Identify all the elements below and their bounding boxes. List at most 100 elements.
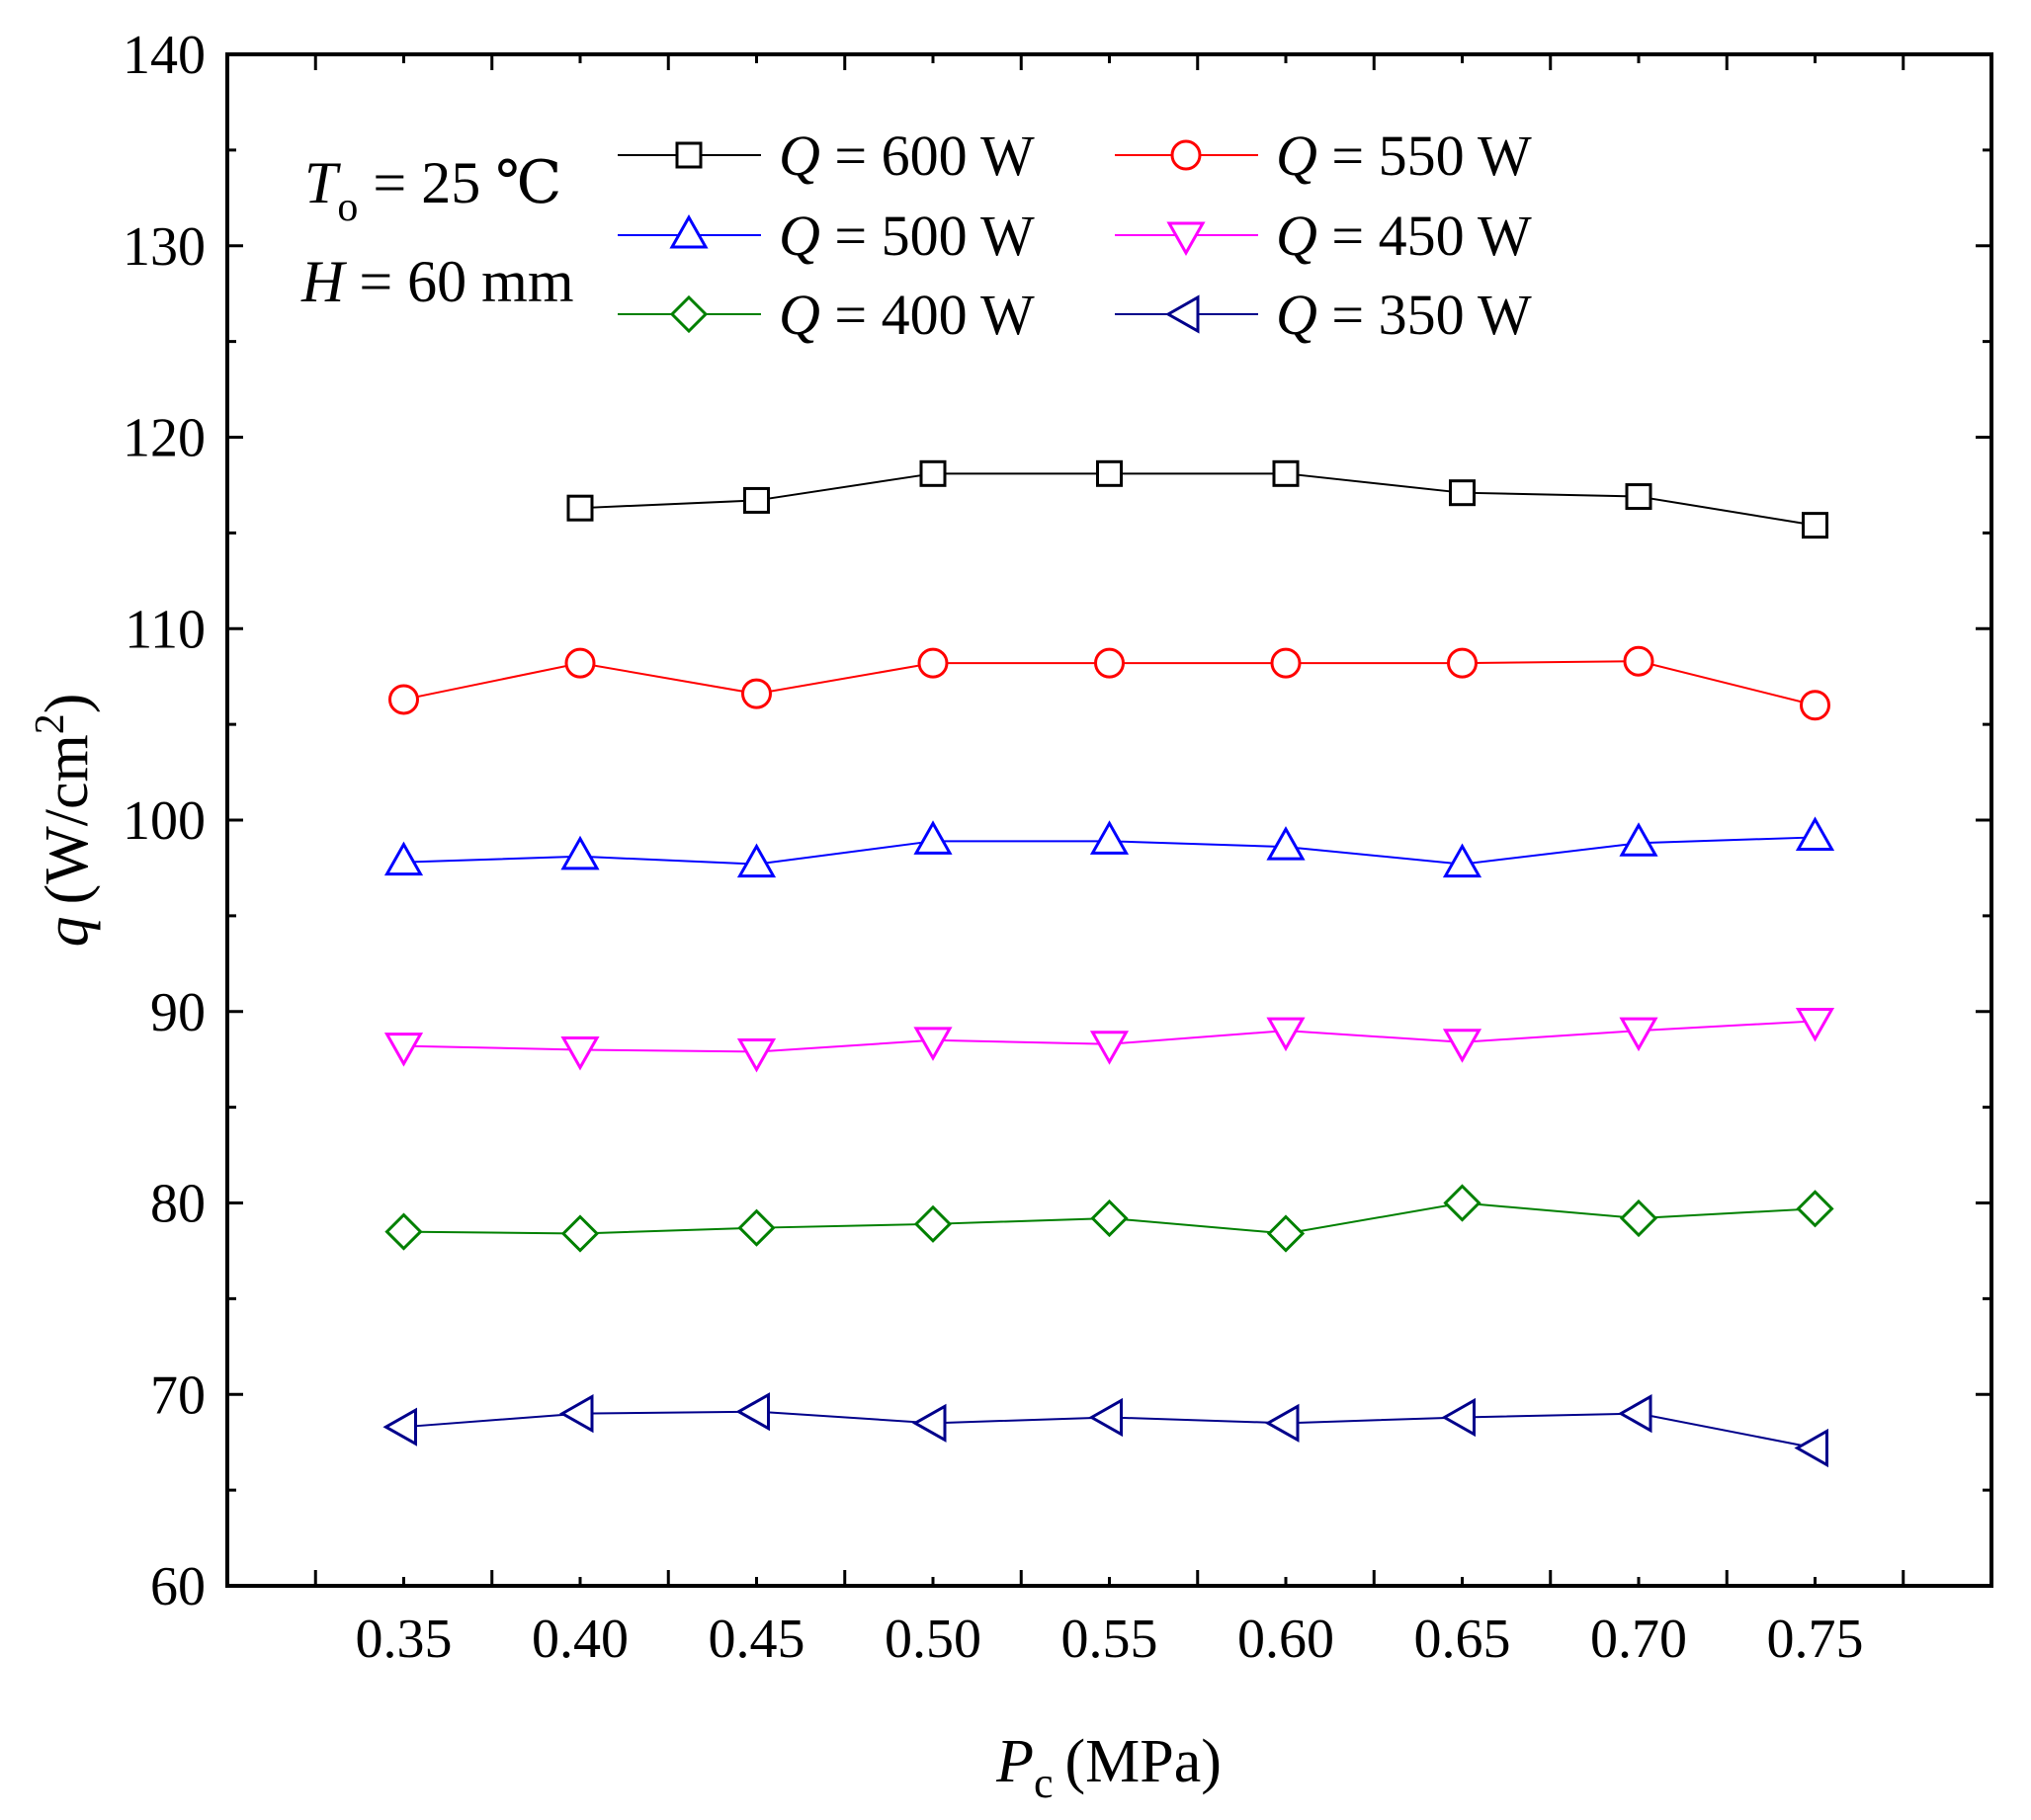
legend-item-4: Q = 400 W bbox=[618, 283, 1035, 347]
data-point bbox=[1272, 459, 1300, 487]
x-tick-label: 0.40 bbox=[532, 1609, 629, 1670]
data-point bbox=[913, 820, 953, 855]
legend-label: Q = 400 W bbox=[779, 283, 1035, 347]
data-point bbox=[1096, 459, 1123, 487]
data-point bbox=[741, 678, 772, 709]
y-tick-label: 100 bbox=[123, 790, 206, 852]
y-tick-label: 90 bbox=[150, 982, 206, 1043]
series-2 bbox=[383, 816, 1835, 878]
data-point bbox=[382, 1407, 417, 1447]
data-point bbox=[1266, 1214, 1306, 1253]
data-point bbox=[1795, 1007, 1835, 1042]
series-1 bbox=[388, 645, 1830, 721]
legend-marker bbox=[1164, 294, 1200, 334]
series-0 bbox=[566, 459, 1828, 539]
data-point bbox=[1441, 1397, 1476, 1438]
legend: Q = 600 W Q = 550 W Q = 500 W Q = 450 W Q = … bbox=[618, 124, 1532, 347]
x-tick-label: 0.60 bbox=[1237, 1609, 1334, 1670]
data-point bbox=[913, 1027, 953, 1061]
legend-marker bbox=[675, 141, 703, 169]
annotation-temperature: To = 25 ℃ bbox=[304, 150, 561, 230]
legend-label: Q = 600 W bbox=[779, 124, 1035, 188]
series-3 bbox=[383, 1007, 1835, 1073]
x-tick-label: 0.50 bbox=[885, 1609, 981, 1670]
legend-marker bbox=[1166, 221, 1206, 257]
legend-item-5: Q = 350 W bbox=[1115, 283, 1532, 347]
series-line bbox=[579, 472, 1816, 527]
y-tick-label: 60 bbox=[150, 1556, 206, 1617]
legend-marker bbox=[1170, 139, 1202, 171]
data-point bbox=[736, 843, 777, 878]
legend-marker bbox=[669, 213, 709, 249]
data-point bbox=[1090, 1199, 1129, 1238]
x-tick-label: 0.75 bbox=[1767, 1609, 1864, 1670]
y-tick-label: 130 bbox=[123, 216, 206, 278]
data-point bbox=[743, 486, 770, 514]
data-point bbox=[913, 1204, 953, 1243]
y-tick-label: 70 bbox=[150, 1365, 206, 1426]
legend-label: Q = 450 W bbox=[1276, 204, 1532, 268]
data-point bbox=[1796, 1190, 1834, 1228]
annotation-block: To = 25 ℃ H = 60 mm bbox=[300, 150, 574, 314]
data-point bbox=[1094, 647, 1125, 679]
data-point bbox=[737, 1208, 776, 1247]
data-point bbox=[1442, 1029, 1482, 1063]
data-point bbox=[1794, 1428, 1828, 1468]
x-tick-label: 0.55 bbox=[1061, 1609, 1158, 1670]
data-point bbox=[1623, 645, 1654, 677]
data-point bbox=[1443, 1184, 1481, 1222]
data-point bbox=[1619, 1017, 1658, 1052]
data-point bbox=[1266, 1017, 1306, 1052]
data-point bbox=[911, 1403, 947, 1443]
legend-item-0: Q = 600 W bbox=[618, 124, 1035, 188]
data-point bbox=[735, 1392, 770, 1432]
data-point bbox=[1802, 512, 1828, 539]
data-point bbox=[1089, 1031, 1130, 1065]
data-point bbox=[919, 459, 947, 487]
legend-item-3: Q = 450 W bbox=[1115, 204, 1532, 268]
x-axis-title: Pc (MPa) bbox=[995, 1728, 1222, 1807]
legend-label: Q = 350 W bbox=[1276, 283, 1532, 347]
legend-item-2: Q = 500 W bbox=[618, 204, 1035, 268]
data-point bbox=[1442, 843, 1482, 878]
data-point bbox=[1270, 647, 1302, 679]
data-point bbox=[388, 684, 419, 715]
data-point bbox=[1266, 826, 1306, 861]
x-tick-label: 0.45 bbox=[709, 1609, 805, 1670]
legend-marker bbox=[669, 294, 709, 334]
series-layer bbox=[382, 459, 1835, 1468]
y-tick-label: 140 bbox=[123, 25, 206, 86]
y-tick-label: 80 bbox=[150, 1174, 206, 1235]
series-4 bbox=[384, 1184, 1834, 1253]
legend-label: Q = 550 W bbox=[1276, 124, 1532, 188]
data-point bbox=[1795, 816, 1835, 851]
series-5 bbox=[382, 1392, 1828, 1468]
y-tick-label: 110 bbox=[125, 599, 206, 660]
legend-item-1: Q = 550 W bbox=[1115, 124, 1532, 188]
data-point bbox=[383, 841, 424, 876]
data-point bbox=[560, 1036, 600, 1071]
data-point bbox=[1449, 479, 1476, 507]
x-tick-label: 0.65 bbox=[1414, 1609, 1511, 1670]
x-tick-label: 0.70 bbox=[1590, 1609, 1687, 1670]
data-point bbox=[1264, 1403, 1300, 1443]
y-axis-title: q(W/cm2) bbox=[28, 694, 101, 948]
data-point bbox=[560, 835, 600, 870]
data-point bbox=[1088, 1397, 1123, 1438]
data-point bbox=[564, 647, 596, 679]
annotation-height: H = 60 mm bbox=[300, 249, 574, 314]
x-tick-label: 0.35 bbox=[356, 1609, 453, 1670]
data-point bbox=[1089, 820, 1130, 855]
axis-ticks: 60 70 80 90 100 110 120 130 140 0.35 0.40 0.45 0.50 0… bbox=[123, 25, 1993, 1670]
data-point bbox=[383, 1033, 424, 1067]
data-point bbox=[1617, 1394, 1652, 1434]
data-point bbox=[1800, 690, 1830, 721]
data-point bbox=[1619, 1199, 1658, 1238]
data-point bbox=[736, 1037, 777, 1073]
data-point bbox=[558, 1394, 594, 1434]
data-point bbox=[1625, 483, 1652, 511]
data-point bbox=[917, 647, 949, 679]
y-tick-label: 120 bbox=[123, 408, 206, 469]
data-point bbox=[566, 494, 594, 522]
